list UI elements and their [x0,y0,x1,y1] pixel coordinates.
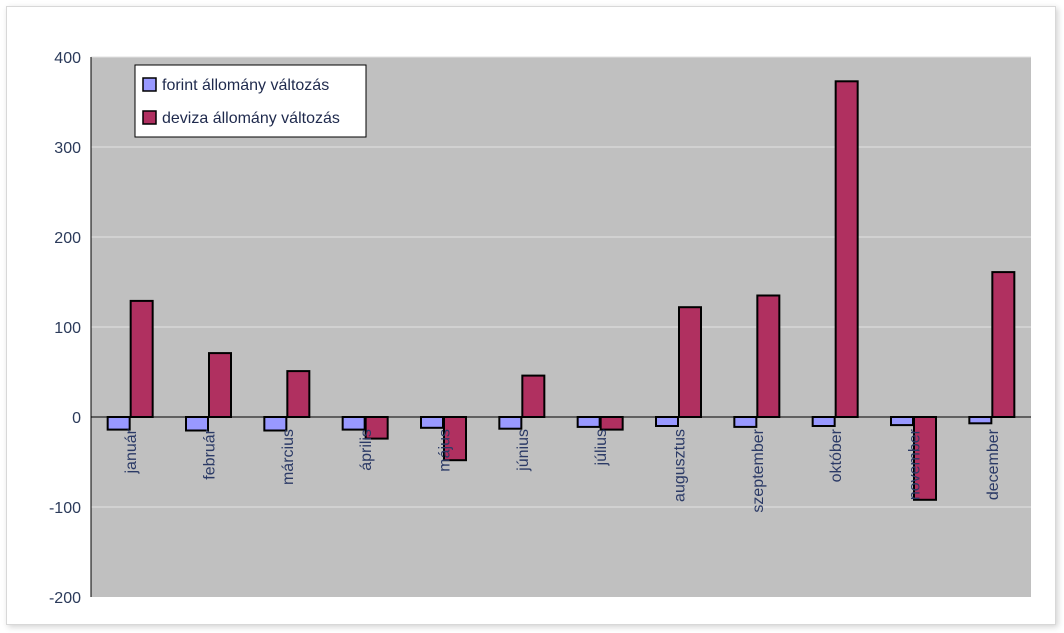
legend-box [134,64,367,138]
y-tick-label: 400 [54,50,81,67]
category-label: december [985,428,1002,500]
bar-chart: 400 300 200 100 0 -100 -200 január február márci… [49,50,1031,607]
bar-deviza-8 [756,294,781,418]
legend-swatch-forint [142,77,157,92]
category-label: január [123,428,140,474]
bar-forint-3 [341,416,366,431]
legend-swatch-deviza [142,110,157,125]
category-label: augusztus [672,429,689,502]
category-label: május [437,429,454,472]
bar-deviza-9 [834,80,859,419]
bar-deviza-6 [599,416,624,431]
bar-deviza-2 [286,370,311,419]
bar-deviza-0 [129,299,154,418]
legend: forint állomány változás deviza állomány… [134,64,367,138]
y-tick-label: 200 [54,230,81,247]
category-label: április [358,429,375,471]
bar-forint-6 [576,416,601,428]
bar-forint-5 [498,416,523,430]
category-label: szeptember [750,428,767,512]
y-tick-label: -100 [49,500,81,517]
y-tick-label: -200 [49,590,81,607]
y-tick-label: 0 [72,410,81,427]
bar-deviza-7 [678,306,702,419]
bar-forint-8 [733,416,758,428]
category-label: november [907,428,924,500]
bar-forint-2 [263,416,288,432]
bar-forint-10 [890,416,914,427]
bar-forint-1 [185,416,209,432]
category-label: július [593,429,610,466]
bar-deviza-11 [991,271,1016,418]
category-label: június [515,429,532,472]
bar-deviza-1 [208,352,232,419]
bar-forint-7 [655,416,679,427]
bar-deviza-5 [521,374,546,419]
bar-forint-11 [968,416,993,425]
y-tick-label: 300 [54,140,81,157]
category-label: október [828,428,845,482]
bar-forint-0 [106,416,131,431]
y-tick-label: 100 [54,320,81,337]
category-label: március [280,429,297,485]
legend-label-deviza: deviza állomány változás [162,110,340,127]
chart-frame: 400 300 200 100 0 -100 -200 január február márci… [6,6,1056,625]
legend-label-forint: forint állomány változás [162,77,329,94]
category-label: február [202,428,219,479]
bar-forint-4 [420,416,444,429]
bar-forint-9 [811,416,836,427]
